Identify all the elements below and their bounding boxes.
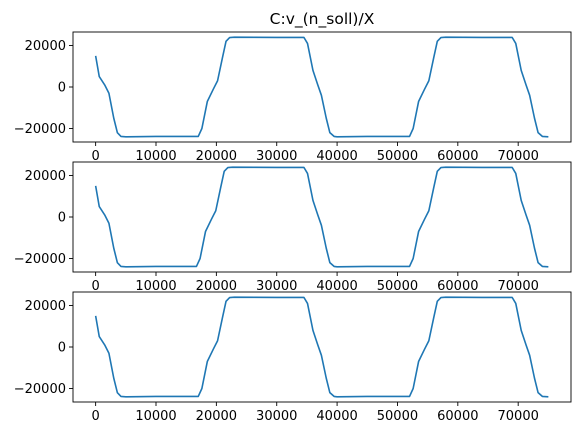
x-tick-label: 10000 xyxy=(135,279,176,294)
x-tick-label: 60000 xyxy=(437,149,478,164)
y-tick-label: −20000 xyxy=(14,382,66,397)
x-tick-label: 70000 xyxy=(498,409,539,424)
x-tick-label: 50000 xyxy=(377,279,418,294)
x-tick-label: 30000 xyxy=(256,279,297,294)
x-tick-label: 70000 xyxy=(498,279,539,294)
series-line-1 xyxy=(94,296,549,398)
y-tick-label: −20000 xyxy=(14,122,66,137)
subplot-3: 0 10000 20000 30000 40000 50000 60000 70000 −200… xyxy=(14,291,572,424)
x-tick-label: 0 xyxy=(91,149,99,164)
x-tick-label: 50000 xyxy=(377,409,418,424)
x-tick-label: 10000 xyxy=(135,149,176,164)
y-tick-label: 0 xyxy=(58,81,66,96)
y-tick-label: 0 xyxy=(58,211,66,226)
y-tick-label: 0 xyxy=(58,341,66,356)
chart-title: C:v_(n_soll)/X xyxy=(270,10,375,29)
x-tick-label: 10000 xyxy=(135,409,176,424)
x-tick-label: 60000 xyxy=(437,279,478,294)
x-tick-label: 40000 xyxy=(316,409,357,424)
subplots: 0 10000 20000 30000 40000 50000 60000 70000 −200… xyxy=(14,31,572,424)
x-tick-label: 30000 xyxy=(256,149,297,164)
x-tick-label: 20000 xyxy=(196,279,237,294)
series-line-1 xyxy=(94,36,549,138)
y-tick-label: 20000 xyxy=(25,299,66,314)
x-tick-label: 20000 xyxy=(196,409,237,424)
subplot-1: 0 10000 20000 30000 40000 50000 60000 70000 −200… xyxy=(14,31,572,164)
x-tick-label: 40000 xyxy=(316,279,357,294)
x-tick-label: 70000 xyxy=(498,149,539,164)
x-tick-label: 40000 xyxy=(316,149,357,164)
x-tick-label: 60000 xyxy=(437,409,478,424)
subplot-2: 0 10000 20000 30000 40000 50000 60000 70000 −200… xyxy=(14,161,572,294)
x-tick-label: 0 xyxy=(91,409,99,424)
series-line-1 xyxy=(94,166,549,268)
x-tick-label: 0 xyxy=(91,279,99,294)
y-tick-label: 20000 xyxy=(25,39,66,54)
x-tick-label: 20000 xyxy=(196,149,237,164)
x-tick-label: 30000 xyxy=(256,409,297,424)
y-tick-label: 20000 xyxy=(25,169,66,184)
y-tick-label: −20000 xyxy=(14,252,66,267)
x-tick-label: 50000 xyxy=(377,149,418,164)
